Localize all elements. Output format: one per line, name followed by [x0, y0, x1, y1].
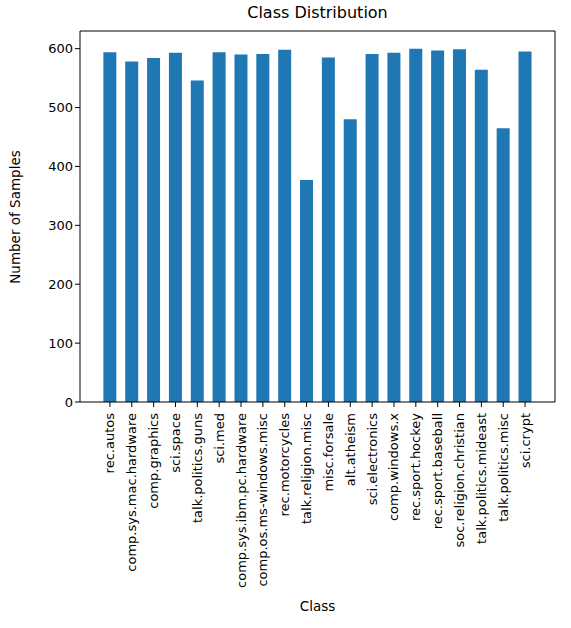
- svg-text:sci.crypt: sci.crypt: [518, 413, 533, 468]
- svg-text:100: 100: [48, 336, 73, 351]
- svg-text:talk.politics.guns: talk.politics.guns: [190, 413, 205, 523]
- svg-text:talk.religion.misc: talk.religion.misc: [299, 413, 314, 524]
- svg-text:sci.med: sci.med: [212, 413, 227, 464]
- svg-text:sci.space: sci.space: [168, 413, 183, 473]
- svg-text:sci.electronics: sci.electronics: [365, 413, 380, 506]
- svg-text:rec.motorcycles: rec.motorcycles: [277, 413, 292, 517]
- svg-text:rec.sport.hockey: rec.sport.hockey: [408, 413, 423, 521]
- html-text:Class: Class: [299, 598, 336, 614]
- svg-text:alt.atheism: alt.atheism: [343, 413, 358, 486]
- svg-text:comp.graphics: comp.graphics: [146, 413, 161, 509]
- svg-text:rec.sport.baseball: rec.sport.baseball: [430, 413, 445, 529]
- svg-text:400: 400: [48, 159, 73, 174]
- svg-text:comp.windows.x: comp.windows.x: [386, 413, 401, 521]
- svg-text:talk.politics.misc: talk.politics.misc: [496, 413, 511, 522]
- svg-text:rec.autos: rec.autos: [102, 413, 117, 474]
- svg-text:talk.politics.mideast: talk.politics.mideast: [474, 413, 489, 544]
- svg-text:comp.os.ms-windows.misc: comp.os.ms-windows.misc: [255, 413, 270, 587]
- svg-text:comp.sys.mac.hardware: comp.sys.mac.hardware: [124, 413, 139, 572]
- html-text:Number of Samples: Number of Samples: [7, 149, 23, 284]
- svg-text:comp.sys.ibm.pc.hardware: comp.sys.ibm.pc.hardware: [234, 413, 249, 588]
- svg-text:0: 0: [65, 395, 73, 410]
- svg-text:misc.forsale: misc.forsale: [321, 413, 336, 492]
- svg-text:600: 600: [48, 41, 73, 56]
- svg-text:500: 500: [48, 100, 73, 115]
- svg-text:200: 200: [48, 277, 73, 292]
- html-text:Class Distribution: Class Distribution: [247, 3, 388, 22]
- svg-text:soc.religion.christian: soc.religion.christian: [452, 413, 467, 548]
- svg-text:300: 300: [48, 218, 73, 233]
